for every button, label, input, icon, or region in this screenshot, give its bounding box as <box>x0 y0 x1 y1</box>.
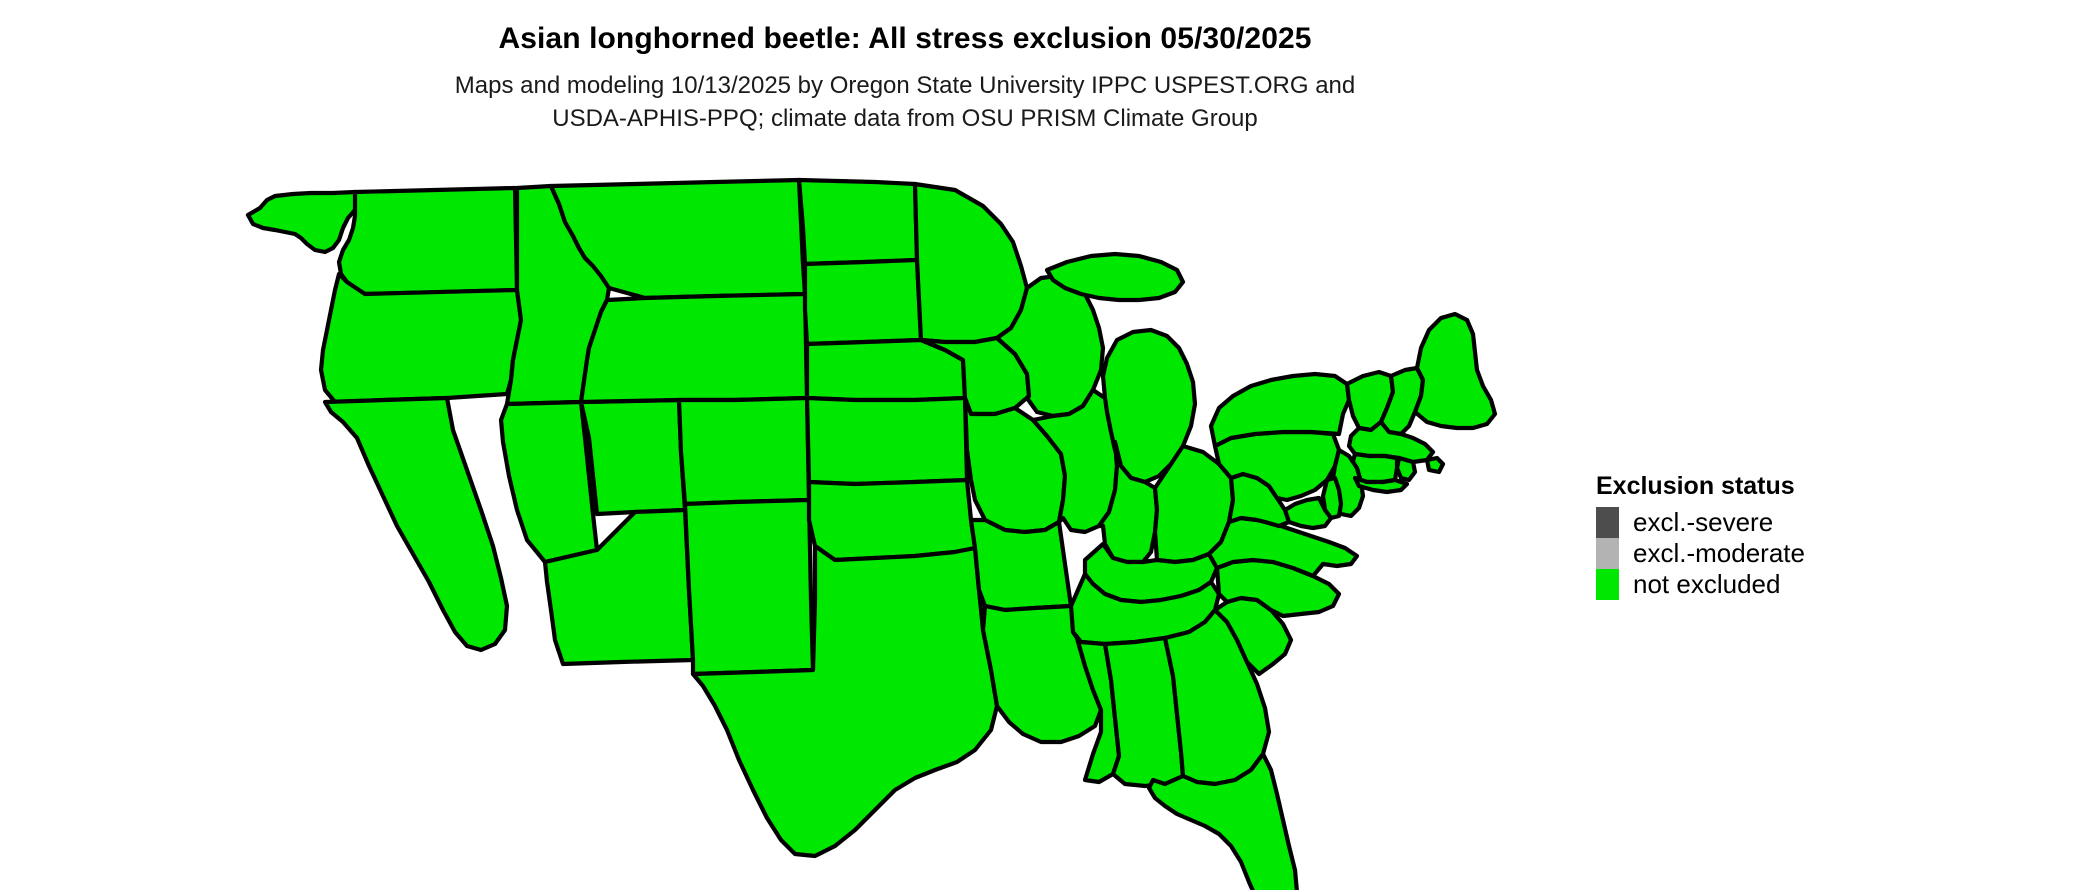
legend-title: Exclusion status <box>1596 472 1795 500</box>
page-subtitle: Maps and modeling 10/13/2025 by Oregon S… <box>0 69 1810 135</box>
state-kansas[interactable] <box>804 395 970 487</box>
state-arizona[interactable] <box>542 507 696 667</box>
state-florida[interactable] <box>1146 751 1299 890</box>
legend-items: excl.-severe excl.-moderate not excluded <box>1596 507 1926 600</box>
state-california[interactable] <box>322 395 510 653</box>
legend-row[interactable]: excl.-severe <box>1596 507 1926 538</box>
state-maryland[interactable] <box>1282 495 1334 531</box>
state-iowa[interactable] <box>918 335 1032 417</box>
legend-label-1: excl.-moderate <box>1633 538 1805 568</box>
state-nevada[interactable] <box>498 399 600 565</box>
state-oregon[interactable] <box>318 271 524 405</box>
state-colorado[interactable] <box>676 395 812 507</box>
title-block: Asian longhorned beetle: All stress excl… <box>0 22 1810 135</box>
state-minnesota[interactable] <box>912 181 1030 345</box>
state-rhode-island[interactable] <box>1394 455 1418 483</box>
state-michigan-upper[interactable] <box>1044 251 1186 303</box>
legend-label-0: excl.-severe <box>1633 507 1774 537</box>
state-washington-main[interactable] <box>336 185 520 297</box>
legend-swatch-2 <box>1596 569 1619 600</box>
cape-cod[interactable] <box>1424 455 1446 475</box>
long-island[interactable] <box>1352 475 1410 495</box>
legend: Exclusion status excl.-severe excl.-moder… <box>1596 472 1926 600</box>
state-new-york[interactable] <box>1208 371 1352 449</box>
state-wyoming[interactable] <box>578 291 810 405</box>
state-arkansas[interactable] <box>968 517 1074 613</box>
page-title: Asian longhorned beetle: All stress excl… <box>498 22 1312 55</box>
state-oklahoma[interactable] <box>806 477 978 563</box>
state-new-mexico[interactable] <box>682 497 816 677</box>
state-louisiana[interactable] <box>980 603 1104 745</box>
subtitle-line-1: Maps and modeling 10/13/2025 by Oregon S… <box>454 72 1356 99</box>
legend-label-2: not excluded <box>1633 569 1781 599</box>
map-states-group <box>245 177 1498 890</box>
us-map[interactable] <box>215 170 1605 890</box>
legend-row[interactable]: not excluded <box>1596 569 1926 600</box>
state-north-dakota[interactable] <box>796 177 920 267</box>
state-texas[interactable] <box>690 543 1000 859</box>
legend-row[interactable]: excl.-moderate <box>1596 538 1926 569</box>
state-south-dakota[interactable] <box>802 257 924 347</box>
state-delaware[interactable] <box>1320 475 1344 521</box>
state-maine[interactable] <box>1412 311 1498 431</box>
subtitle-line-2: USDA-APHIS-PPQ; climate data from OSU PR… <box>552 105 1258 132</box>
us-map-svg[interactable] <box>215 170 1605 890</box>
legend-swatch-1 <box>1596 538 1619 569</box>
state-utah[interactable] <box>578 397 688 517</box>
legend-swatch-0 <box>1596 507 1619 538</box>
state-washington[interactable] <box>245 189 363 255</box>
state-montana[interactable] <box>548 177 808 301</box>
